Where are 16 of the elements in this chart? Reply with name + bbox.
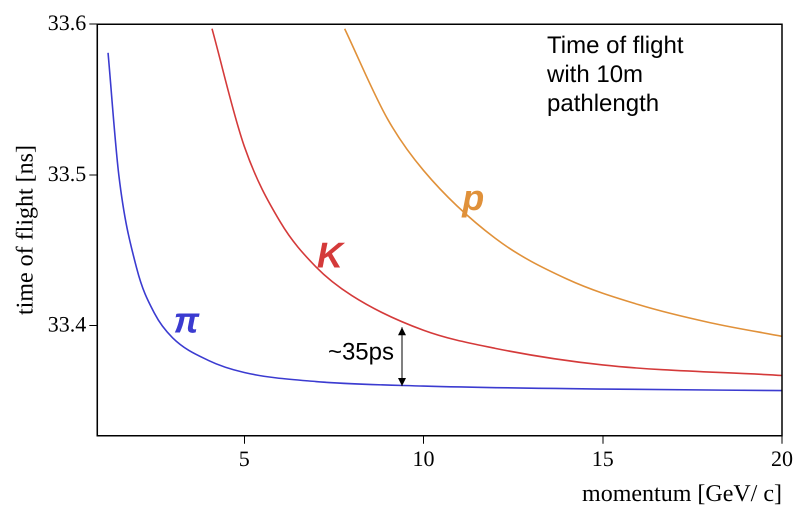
- x-tick-label: 5: [238, 446, 250, 471]
- line-series: [344, 28, 782, 338]
- series-label: p: [461, 177, 484, 218]
- series-label: π: [174, 299, 200, 340]
- x-axis-title: momentum [GeV/ c]: [582, 480, 782, 507]
- x-tick-label: 20: [771, 446, 793, 471]
- y-axis-title: time of flight [ns]: [12, 145, 39, 315]
- x-tick-label: 10: [412, 446, 435, 471]
- x-tick-label: 15: [592, 446, 614, 471]
- y-tick-label: 33.5: [48, 160, 86, 186]
- annotation: Time of flight with 10m pathlength: [546, 32, 684, 117]
- y-tick-label: 33.6: [48, 10, 86, 35]
- annotation: ~35ps: [328, 338, 394, 366]
- series-label: K: [316, 234, 346, 276]
- y-tick-label: 33.4: [48, 312, 86, 337]
- line-series: [211, 28, 782, 376]
